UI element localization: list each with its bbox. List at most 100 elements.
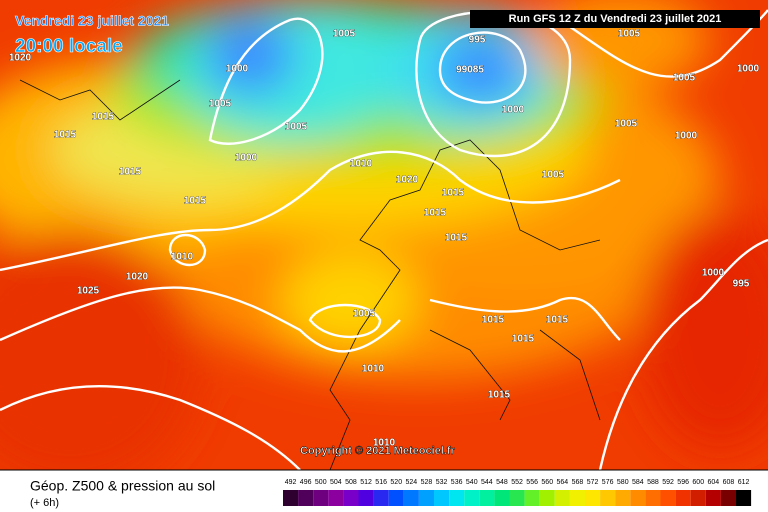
isobar-label: 1015 [442, 188, 465, 199]
legend-label: 588 [647, 479, 659, 486]
isobar-label: 1005 [673, 73, 696, 84]
caption-subtitle: (+ 6h) [30, 497, 59, 509]
isobar-label: 1005 [353, 309, 376, 320]
isobar [208, 17, 324, 145]
legend-swatch [434, 490, 450, 506]
legend-label: 608 [723, 479, 735, 486]
isobar-label: 1015 [482, 315, 505, 326]
isobar-label: 1005 [285, 122, 308, 133]
legend-label: 584 [632, 479, 644, 486]
isobar-label: 995 [733, 279, 750, 290]
legend-label: 560 [541, 479, 553, 486]
legend-swatch [373, 490, 389, 506]
isobar-label: 1015 [184, 196, 207, 207]
coastline [19, 79, 601, 470]
isobar-label: 1015 [512, 334, 535, 345]
isobar-label: 1020 [126, 272, 149, 283]
map-date: Vendredi 23 juillet 2021 [15, 13, 169, 29]
isobar-labels: 1020 1015 1015 1015 1015 1010 1020 1025 1000 1005… [9, 28, 760, 449]
legend-label: 612 [738, 479, 750, 486]
legend-swatch [660, 490, 676, 506]
legend-label: 596 [677, 479, 689, 486]
legend-swatch [554, 490, 570, 506]
legend-swatch [585, 490, 601, 506]
isobar [429, 296, 621, 341]
legend-label: 600 [692, 479, 704, 486]
legend-swatch [449, 490, 465, 506]
legend-label: 548 [496, 479, 508, 486]
legend-label: 504 [330, 479, 342, 486]
isobar [0, 384, 301, 470]
isobar-label: 1015 [119, 167, 142, 178]
isobar-label: 1005 [615, 119, 638, 130]
legend-swatch [539, 490, 555, 506]
isobar-label: 1010 [373, 438, 396, 449]
legend-swatch [283, 490, 299, 506]
isobar-label: 1025 [77, 286, 100, 297]
isobar-label: 1005 [542, 170, 565, 181]
legend-label: 492 [285, 479, 297, 486]
legend-swatch [343, 490, 359, 506]
legend-label: 572 [587, 479, 599, 486]
legend-label: 496 [300, 479, 312, 486]
legend-swatch [645, 490, 661, 506]
isobar-label: 1000 [502, 105, 525, 116]
legend-swatch [313, 490, 329, 506]
legend-swatch [569, 490, 585, 506]
isobar-label: 1005 [209, 99, 232, 110]
isobar [168, 233, 207, 267]
legend-swatch [464, 490, 480, 506]
isobar-label: 1010 [350, 159, 373, 170]
legend-swatch [494, 490, 510, 506]
isobar-label: 1020 [396, 175, 419, 186]
run-info: Run GFS 12 Z du Vendredi 23 juillet 2021 [509, 13, 722, 25]
isobar [0, 286, 401, 353]
legend-label: 576 [602, 479, 614, 486]
legend-label: 552 [511, 479, 523, 486]
legend-swatch [418, 490, 434, 506]
color-legend: 492 496 500 504 508 512 516 520 524 528 532 536 540 5… [283, 479, 752, 506]
isobar-label: 1020 [9, 53, 32, 64]
isobar [438, 31, 527, 104]
copyright: Copyright © 2021 Meteociel.fr [300, 445, 456, 457]
isobar-label: 1015 [445, 233, 468, 244]
map: 1020 1015 1015 1015 1015 1010 1020 1025 1000 1005… [0, 0, 768, 470]
legend-label: 508 [345, 479, 357, 486]
legend-swatch [358, 490, 374, 506]
legend-swatch [479, 490, 495, 506]
legend-swatch [675, 490, 691, 506]
isobar-label: 1005 [333, 29, 356, 40]
run-box [470, 10, 760, 28]
legend-label: 524 [406, 479, 418, 486]
isobar-label: 1015 [54, 130, 77, 141]
caption-title: Géop. Z500 & pression au sol [30, 478, 215, 494]
isobar-label: 1015 [424, 208, 447, 219]
legend-label: 544 [481, 479, 493, 486]
legend-swatch [524, 490, 540, 506]
isobar-label: 1000 [226, 64, 249, 75]
legend-swatch [690, 490, 706, 506]
isobar-label: 1000 [702, 268, 725, 279]
legend-swatch [403, 490, 419, 506]
legend-swatch [615, 490, 631, 506]
legend-swatch [600, 490, 616, 506]
legend-label: 592 [662, 479, 674, 486]
legend-label: 604 [708, 479, 720, 486]
isobar-label: 1000 [235, 153, 258, 164]
legend-label: 528 [421, 479, 433, 486]
legend-label: 520 [390, 479, 402, 486]
legend-swatch [705, 490, 721, 506]
legend-swatch [328, 490, 344, 506]
isobar-label: 1010 [171, 252, 194, 263]
legend-swatch [298, 490, 314, 506]
legend-label: 568 [572, 479, 584, 486]
legend-label: 536 [451, 479, 463, 486]
legend-swatch [509, 490, 525, 506]
isobar-label: 1015 [92, 112, 115, 123]
legend-label: 516 [375, 479, 387, 486]
legend-label: 580 [617, 479, 629, 486]
legend-swatch [630, 490, 646, 506]
isobar-label: 1005 [618, 29, 641, 40]
legend-swatch [720, 490, 736, 506]
